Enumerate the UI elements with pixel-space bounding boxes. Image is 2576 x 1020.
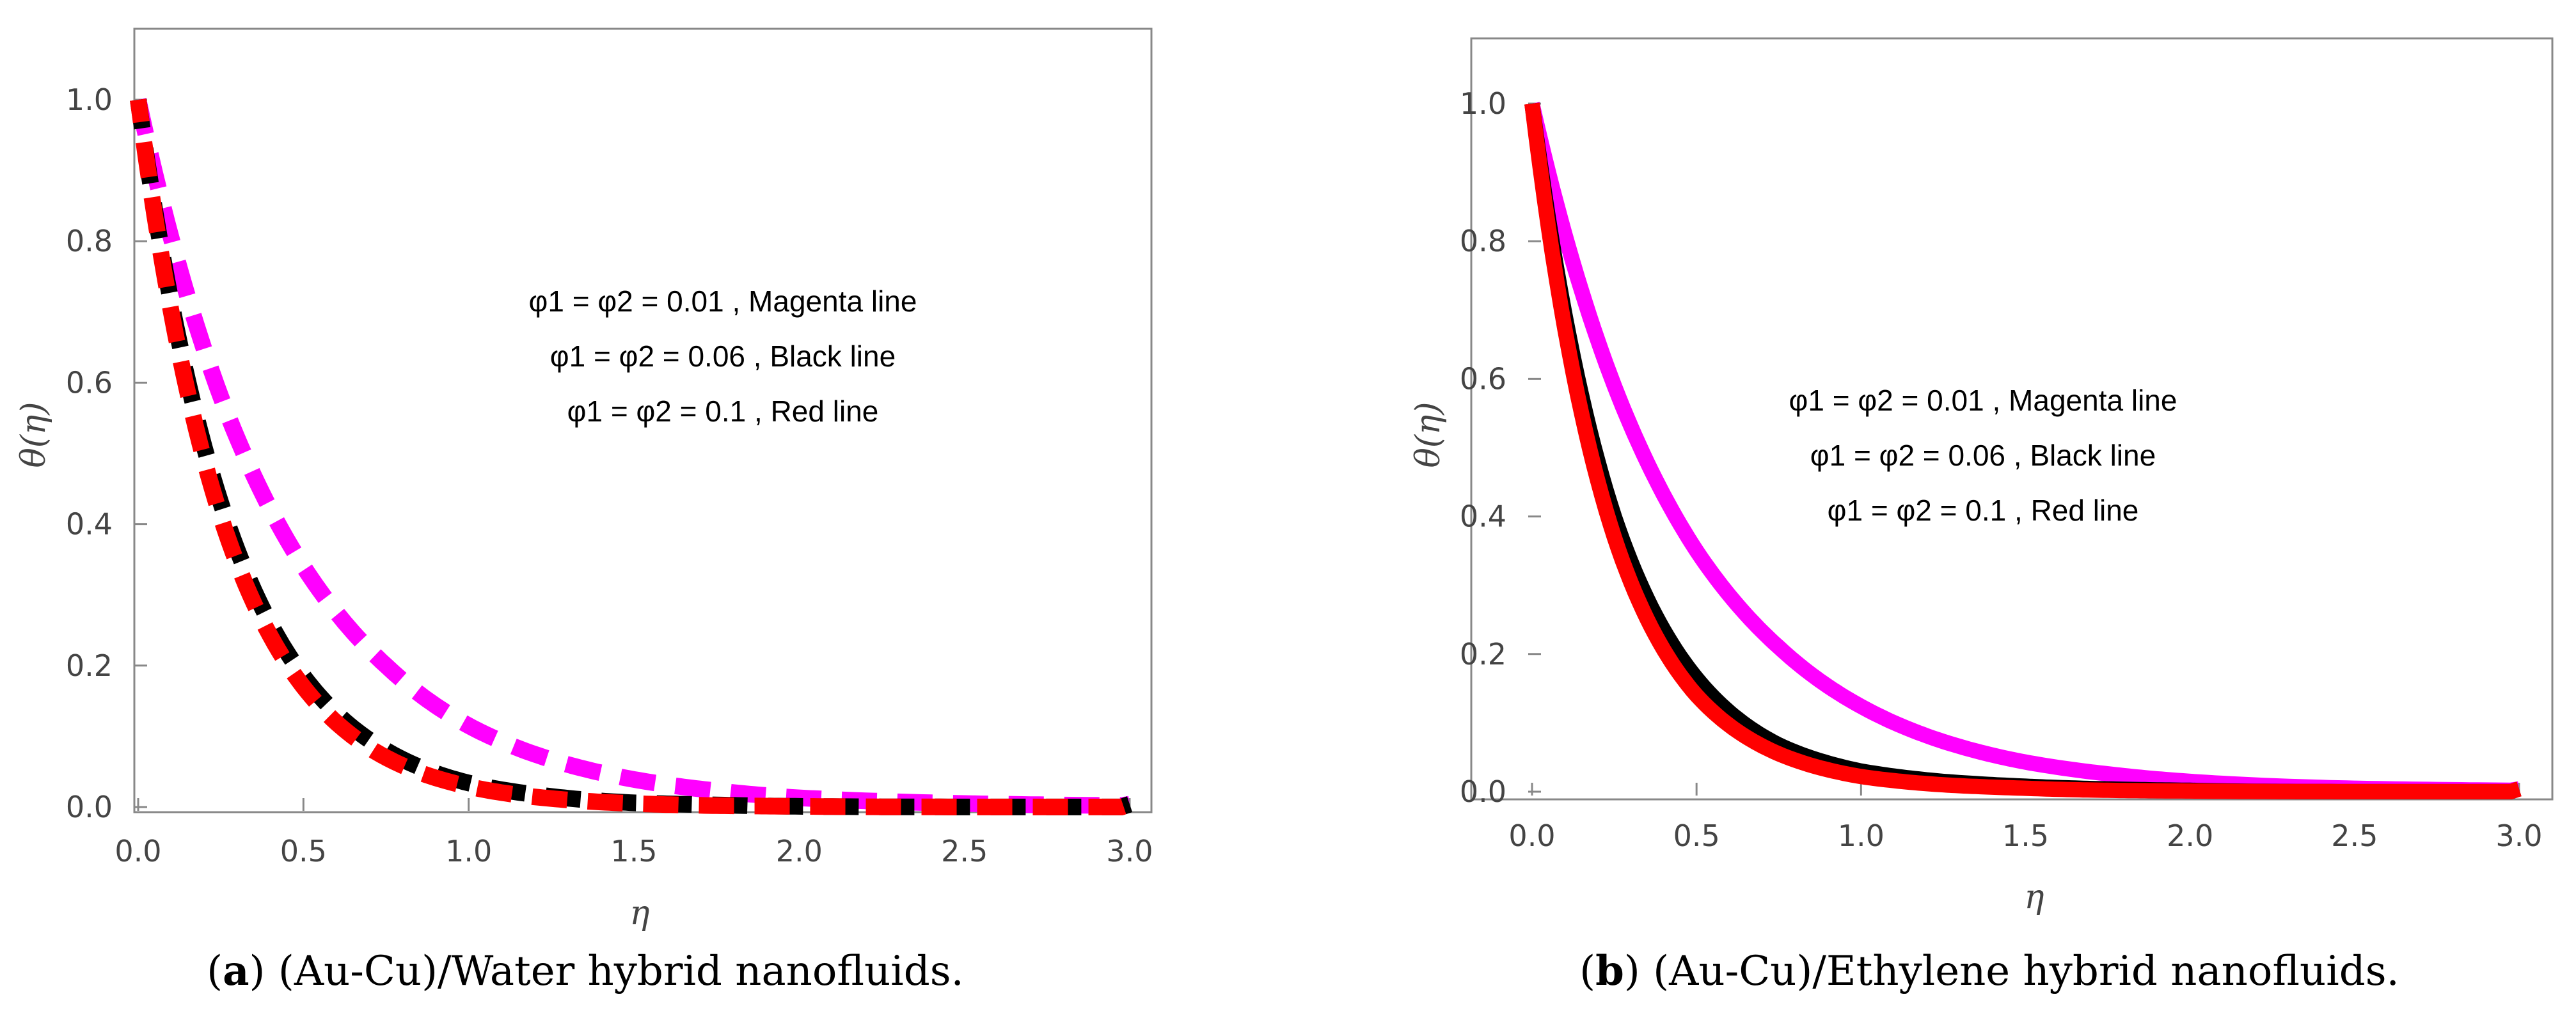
- ticks-b: 0.0 0.5 1.0 1.5 2.0 2.5 3.0 0.0 0.2 0.4 0.6 0.8 1.0: [1460, 86, 2543, 853]
- panel-b: 0.0 0.5 1.0 1.5 2.0 2.5 3.00.00.20.40.60.81.0 …: [1409, 37, 2554, 995]
- x-tick-label: 0.0: [1508, 819, 1555, 853]
- x-tick-label: 1.0: [445, 834, 492, 868]
- x-tick-label: 1.0: [1838, 819, 1885, 853]
- x-tick-label: 0.5: [280, 834, 327, 868]
- y-tick-label: 0.4: [1460, 499, 1506, 534]
- plot-frame-b: [1470, 37, 2554, 801]
- y-tick-label: 0.4: [66, 507, 113, 542]
- y-tick-label: 0.6: [1460, 361, 1506, 396]
- series-line-b-3: [1524, 102, 2522, 799]
- series-b: [1524, 102, 2522, 799]
- panel-a: 0.0 0.5 1.0 1.5 2.0 2.5 3.00.00.20.40.60.81.0 …: [15, 27, 1153, 995]
- x-tick-label: 2.0: [2167, 819, 2213, 853]
- y-tick-label: 1.0: [66, 82, 113, 117]
- caption-a: (a) (Au-Cu)/Water hybrid nanofluids.: [207, 947, 964, 995]
- annotation-a-3: φ1 = φ2 = 0.1 , Red line: [567, 395, 879, 428]
- x-tick-label: 1.5: [610, 834, 657, 868]
- y-tick-label: 0.2: [1460, 637, 1506, 671]
- caption-label-a: a: [223, 947, 249, 995]
- annotation-b-3: φ1 = φ2 = 0.1 , Red line: [1828, 494, 2139, 527]
- y-tick-label: 0.6: [66, 365, 113, 400]
- y-tick-label: 0.0: [1460, 774, 1506, 809]
- caption-label-b: b: [1595, 947, 1624, 995]
- caption-b: (b) (Au-Cu)/Ethylene hybrid nanofluids.: [1579, 947, 2399, 995]
- y-tick-label: 0.2: [66, 648, 113, 683]
- x-axis-title-b: η: [2024, 878, 2044, 916]
- x-tick-label: 3.0: [1106, 834, 1153, 868]
- x-tick-label: 0.0: [115, 834, 161, 868]
- y-tick-label: 1.0: [1460, 86, 1506, 121]
- x-tick-label: 2.5: [2331, 819, 2378, 853]
- series-a: [130, 98, 1133, 815]
- annotation-b-1: φ1 = φ2 = 0.01 , Magenta line: [1789, 384, 2177, 417]
- y-tick-label: 0.8: [1460, 224, 1506, 258]
- y-tick-label: 0.8: [66, 224, 113, 258]
- y-axis-title-a: θ(η): [15, 402, 53, 467]
- y-tick-label: 0.0: [66, 790, 113, 824]
- caption-text-a: (Au-Cu)/Water hybrid nanofluids.: [278, 948, 964, 995]
- x-tick-label: 3.0: [2495, 819, 2542, 853]
- x-tick-label: 0.5: [1673, 819, 1720, 853]
- annotation-a-1: φ1 = φ2 = 0.01 , Magenta line: [529, 285, 917, 318]
- x-axis-title-a: η: [629, 894, 649, 932]
- annotation-b-2: φ1 = φ2 = 0.06 , Black line: [1810, 439, 2156, 472]
- ticks-a: 0.0 0.5 1.0 1.5 2.0 2.5 3.0 0.0 0.2 0.4 0.6 0.8 1.0: [66, 82, 1153, 868]
- x-tick-label: 1.5: [2002, 819, 2049, 853]
- caption-text-b: (Au-Cu)/Ethylene hybrid nanofluids.: [1653, 948, 2399, 995]
- x-tick-label: 2.0: [776, 834, 823, 868]
- y-axis-title-b: θ(η): [1409, 402, 1448, 467]
- x-tick-label: 2.5: [941, 834, 988, 868]
- series-line-a-3: [130, 98, 1133, 815]
- annotation-a-2: φ1 = φ2 = 0.06 , Black line: [550, 340, 896, 373]
